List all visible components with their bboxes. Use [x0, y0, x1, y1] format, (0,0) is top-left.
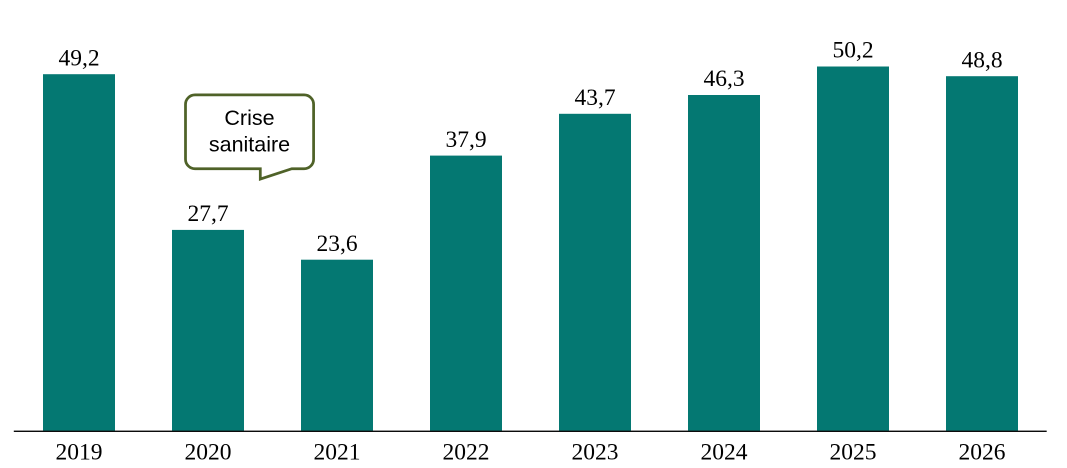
svg-text:48,8: 48,8: [961, 47, 1002, 73]
svg-text:2020: 2020: [185, 440, 232, 466]
svg-text:2023: 2023: [572, 440, 619, 466]
svg-text:43,7: 43,7: [574, 85, 615, 111]
svg-text:50,2: 50,2: [832, 38, 873, 64]
svg-text:2021: 2021: [314, 440, 361, 466]
svg-text:49,2: 49,2: [58, 45, 99, 71]
svg-text:46,3: 46,3: [703, 66, 744, 92]
svg-text:sanitaire: sanitaire: [209, 133, 290, 157]
svg-text:23,6: 23,6: [316, 231, 357, 257]
svg-text:2024: 2024: [701, 440, 748, 466]
svg-text:2019: 2019: [56, 440, 103, 466]
svg-text:2022: 2022: [443, 440, 490, 466]
svg-text:27,7: 27,7: [187, 201, 228, 227]
svg-text:2026: 2026: [959, 440, 1006, 466]
svg-text:2025: 2025: [830, 440, 877, 466]
svg-text:37,9: 37,9: [445, 127, 486, 153]
svg-text:Crise: Crise: [224, 106, 274, 130]
